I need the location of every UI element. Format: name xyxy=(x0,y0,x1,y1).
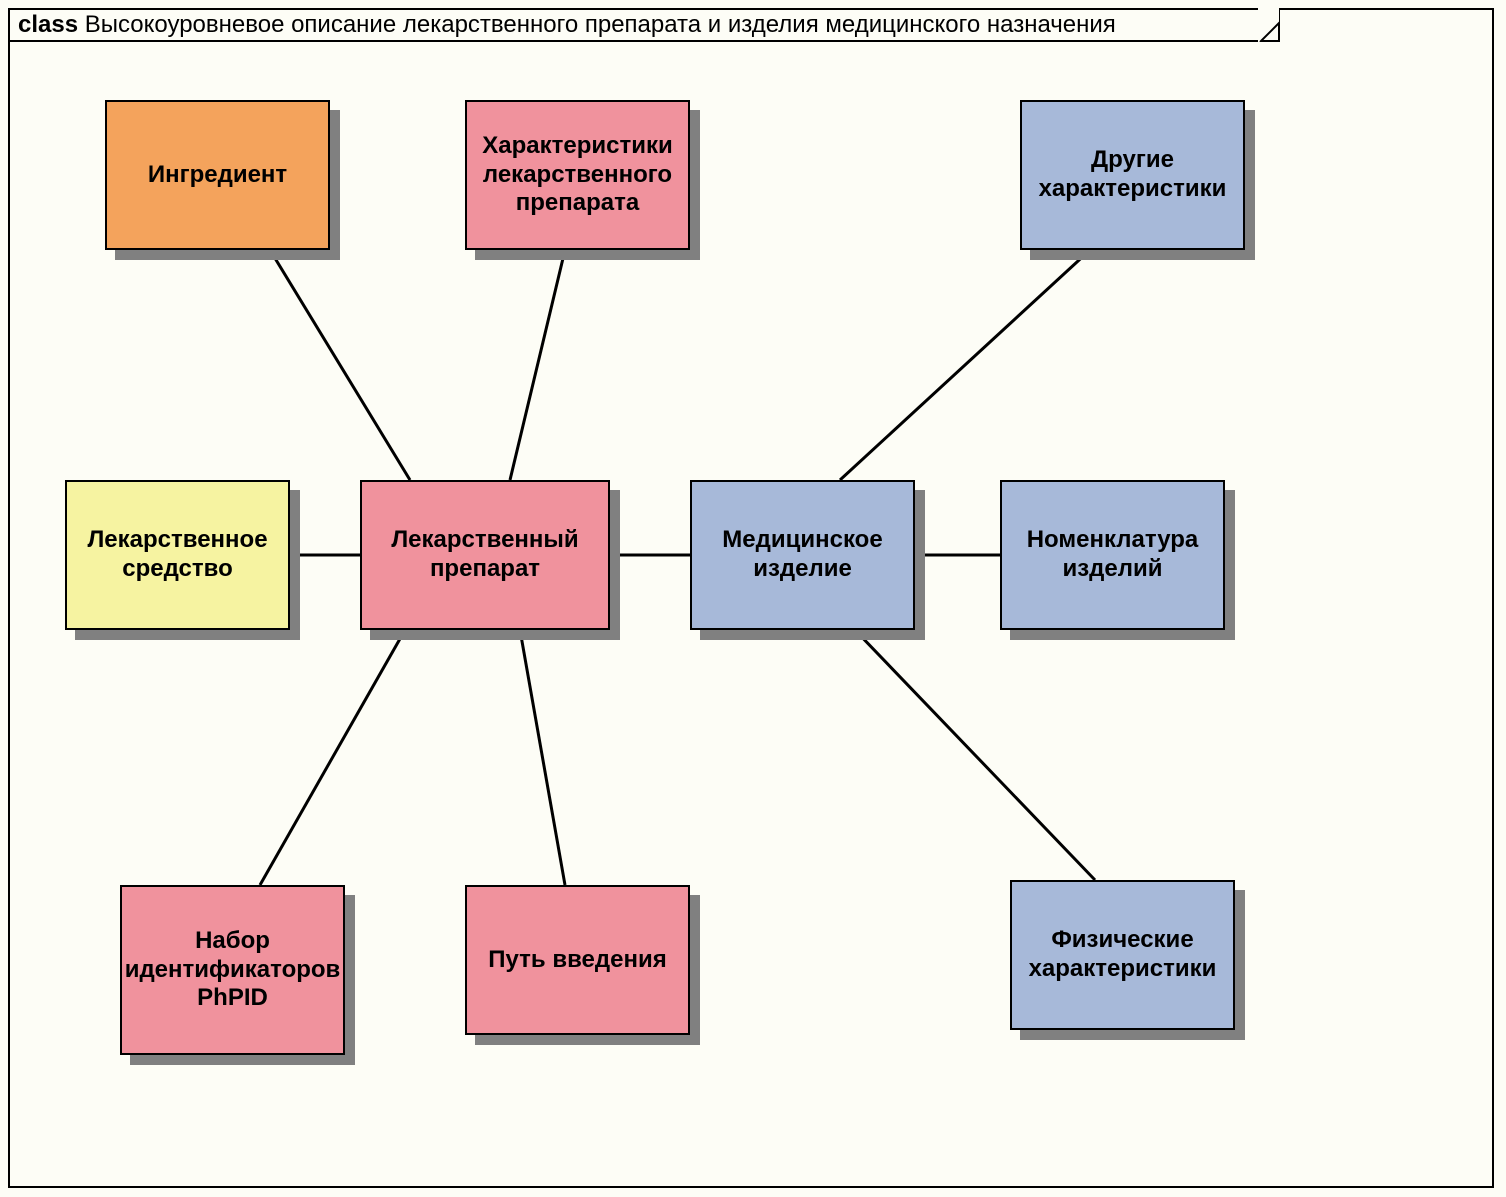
edge-drug_product-ingredient xyxy=(270,250,410,480)
node-label-phpid: Набор идентификаторов PhPID xyxy=(125,927,341,1013)
edge-med_device-phys_char xyxy=(855,630,1095,880)
edge-drug_product-drug_char xyxy=(510,250,565,480)
edge-med_device-other_char xyxy=(840,250,1090,480)
node-phpid: Набор идентификаторов PhPID xyxy=(120,885,345,1055)
node-label-phys_char: Физические характеристики xyxy=(1018,926,1227,984)
diagram-frame: class Высокоуровневое описание лекарстве… xyxy=(8,8,1494,1188)
node-route: Путь введения xyxy=(465,885,690,1035)
frame-title-label: Высокоуровневое описание лекарственного … xyxy=(85,11,1116,38)
node-label-drug_product: Лекарственный препарат xyxy=(368,526,602,584)
node-drug_substance: Лекарственное средство xyxy=(65,480,290,630)
edge-drug_product-route xyxy=(520,630,565,885)
node-label-other_char: Другие характеристики xyxy=(1028,146,1237,204)
node-drug_product: Лекарственный препарат xyxy=(360,480,610,630)
frame-title-tab: class Высокоуровневое описание лекарстве… xyxy=(8,8,1280,42)
node-label-drug_char: Характеристики лекарственного препарата xyxy=(473,132,682,218)
node-nomenclature: Номенклатура изделий xyxy=(1000,480,1225,630)
frame-title-corner-icon xyxy=(1258,8,1280,42)
node-label-med_device: Медицинское изделие xyxy=(698,526,907,584)
frame-title: class Высокоуровневое описание лекарстве… xyxy=(10,11,1142,38)
node-other_char: Другие характеристики xyxy=(1020,100,1245,250)
node-label-route: Путь введения xyxy=(488,946,666,975)
node-label-drug_substance: Лекарственное средство xyxy=(73,526,282,584)
node-phys_char: Физические характеристики xyxy=(1010,880,1235,1030)
node-med_device: Медицинское изделие xyxy=(690,480,915,630)
node-label-nomenclature: Номенклатура изделий xyxy=(1008,526,1217,584)
frame-title-prefix: class xyxy=(18,11,85,38)
node-label-ingredient: Ингредиент xyxy=(148,161,287,190)
edge-drug_product-phpid xyxy=(260,630,405,885)
node-drug_char: Характеристики лекарственного препарата xyxy=(465,100,690,250)
node-ingredient: Ингредиент xyxy=(105,100,330,250)
